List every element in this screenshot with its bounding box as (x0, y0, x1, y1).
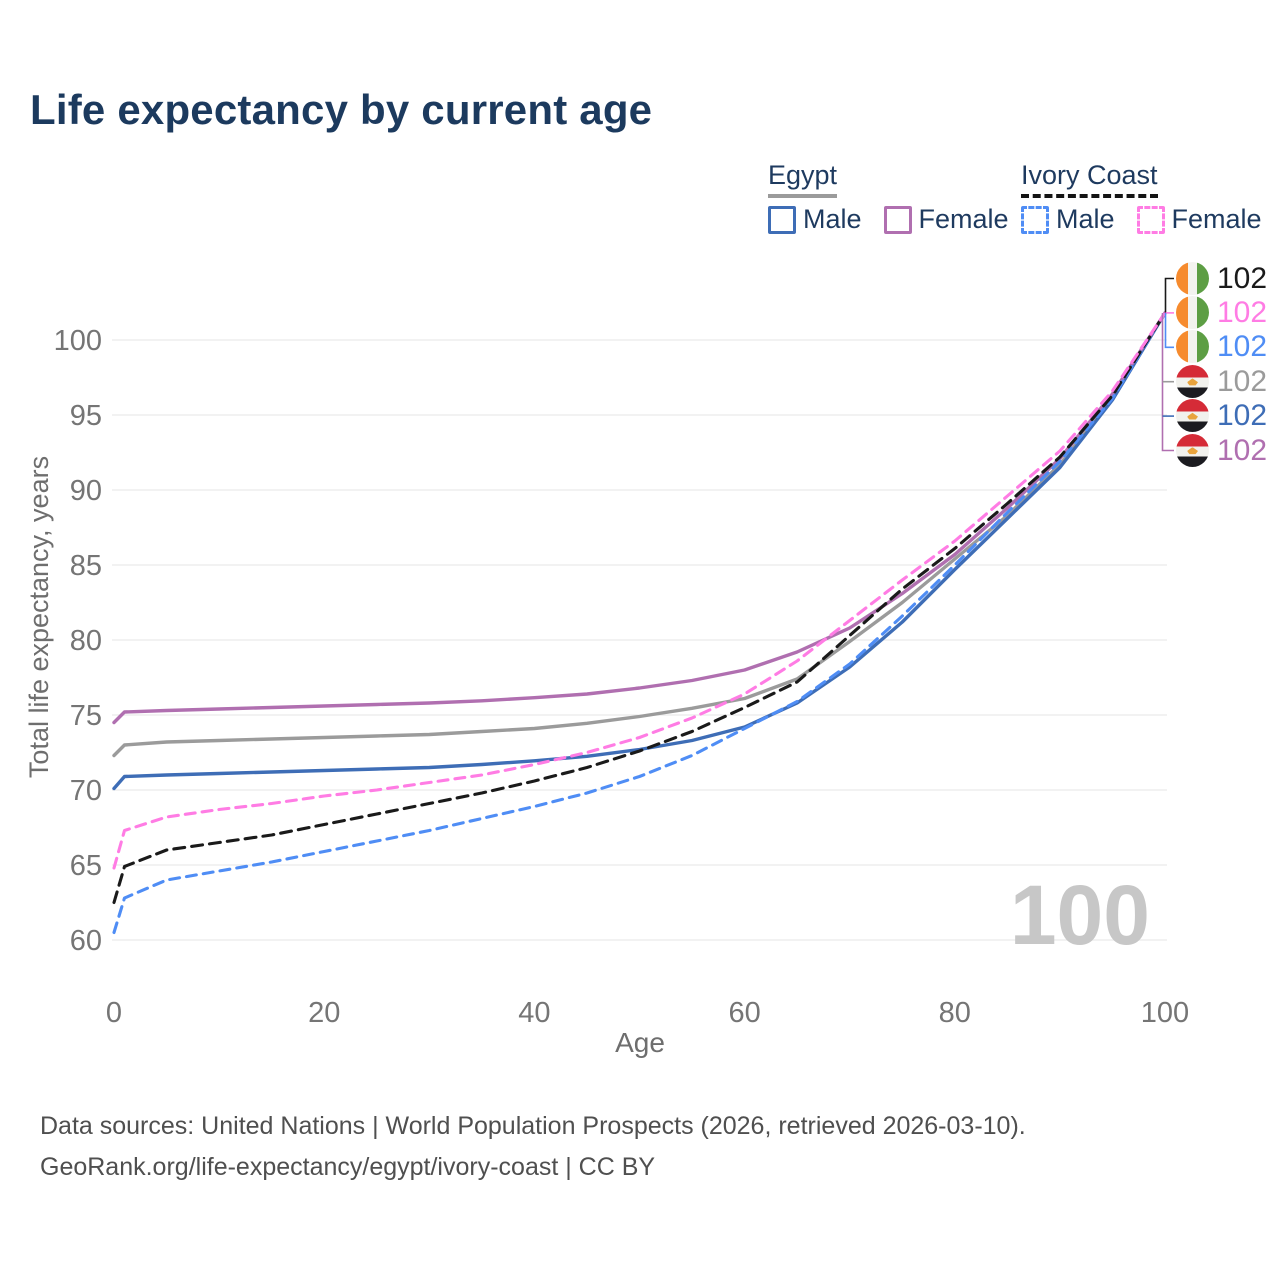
series-line-ivory-coast-male[interactable] (112, 311, 1167, 935)
egypt-flag-icon (1176, 364, 1209, 398)
legend-item-egypt-female[interactable]: Female (883, 204, 1009, 235)
y-tick-label: 75 (70, 700, 102, 732)
y-tick-label: 60 (70, 925, 102, 957)
x-axis-title: Age (615, 1027, 665, 1058)
series-line-egypt-female[interactable] (112, 311, 1167, 725)
series-line-egypt-male[interactable] (112, 311, 1167, 791)
egypt-female-swatch-icon (883, 205, 912, 234)
ivory-coast-flag-icon (1176, 295, 1209, 329)
egypt-flag-icon (1176, 399, 1209, 433)
legend-item-label: Male (803, 204, 862, 234)
legend-item-label: Female (918, 204, 1009, 234)
y-tick-label: 70 (70, 775, 102, 807)
end-label-egypt-female: 102 (1176, 433, 1268, 467)
x-tick-label: 100 (1141, 997, 1189, 1029)
end-label-ivory-coast-female: 102 (1176, 295, 1268, 329)
end-value: 102 (1217, 433, 1268, 467)
ivory-coast-male-swatch-icon (1021, 205, 1049, 234)
legend-group-egypt-label: Egypt (768, 160, 838, 190)
y-tick-label: 90 (70, 475, 102, 507)
legend-item-egypt-male[interactable]: Male (768, 204, 862, 235)
legend-item-label: Female (1171, 204, 1262, 234)
series-line-ivory-coast-female[interactable] (112, 311, 1167, 870)
ivory-coast-flag-icon (1176, 261, 1209, 295)
leader-line (1164, 313, 1174, 349)
leader-line (1161, 313, 1174, 452)
page-title: Life expectancy by current age (30, 86, 653, 133)
y-tick-label: 80 (70, 625, 102, 657)
legend-item-ivory-coast-female[interactable]: Female (1136, 204, 1262, 235)
y-tick-label: 100 (54, 325, 102, 357)
legend-group-egypt[interactable]: Egypt (768, 160, 838, 198)
egypt-flag-icon (1176, 433, 1209, 467)
y-tick-label: 65 (70, 850, 102, 882)
end-value: 102 (1217, 330, 1268, 364)
legend-item-label: Male (1056, 204, 1115, 234)
y-tick-label: 85 (70, 550, 102, 582)
data-sources-line: Data sources: United Nations | World Pop… (40, 1112, 1026, 1140)
y-axis-title: Total life expectancy, years (24, 456, 54, 778)
end-label-egypt-male: 102 (1176, 399, 1268, 433)
x-tick-label: 0 (106, 997, 122, 1029)
end-label-egypt-all: 102 (1176, 364, 1268, 398)
egypt-male-swatch-icon (768, 205, 796, 234)
end-value: 102 (1217, 399, 1268, 433)
age-frame-watermark: 100 (1010, 868, 1150, 962)
ivory-coast-female-swatch-icon (1136, 205, 1165, 234)
leader-line (1164, 277, 1174, 313)
end-label-ivory-coast-male: 102 (1176, 330, 1268, 364)
y-tick-label: 95 (70, 400, 102, 432)
attribution-line: GeoRank.org/life-expectancy/egypt/ivory-… (40, 1153, 656, 1181)
ivory-coast-flag-icon (1176, 330, 1209, 364)
end-value: 102 (1217, 364, 1268, 398)
series-line-ivory-coast-all[interactable] (112, 311, 1167, 905)
end-value: 102 (1217, 261, 1268, 295)
x-tick-label: 40 (518, 997, 550, 1029)
legend: Egypt Ivory Coast Male Female Male Femal… (0, 160, 1280, 240)
legend-item-ivory-coast-male[interactable]: Male (1021, 204, 1115, 235)
legend-group-ivory-coast-label: Ivory Coast (1021, 160, 1158, 190)
x-tick-label: 80 (939, 997, 971, 1029)
footer: Data sources: United Nations | World Pop… (40, 1106, 1026, 1188)
end-label-ivory-coast-all: 102 (1176, 261, 1268, 295)
legend-group-ivory-coast[interactable]: Ivory Coast (1021, 160, 1158, 198)
x-tick-label: 60 (728, 997, 760, 1029)
end-value: 102 (1217, 295, 1268, 329)
x-tick-label: 20 (308, 997, 340, 1029)
